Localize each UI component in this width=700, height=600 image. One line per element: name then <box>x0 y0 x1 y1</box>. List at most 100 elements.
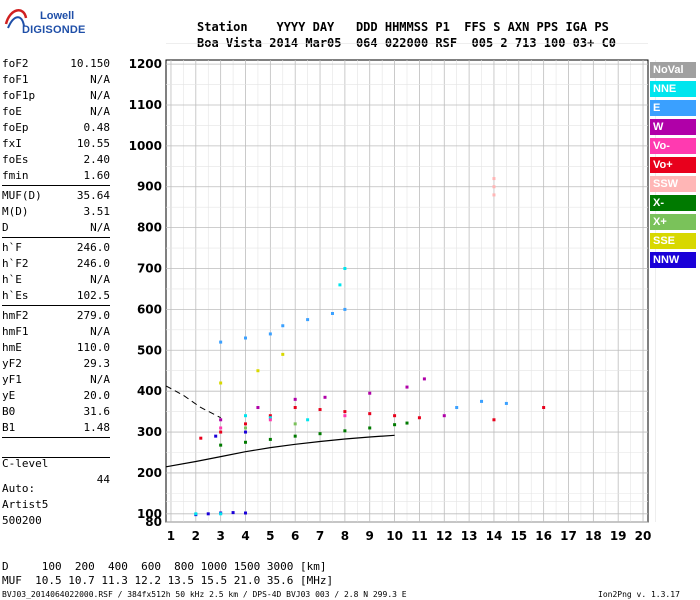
legend: NoVal NNE E W Vo- Vo+ SSW X- X+ SSE NNW <box>650 62 696 271</box>
param-name: foF2 <box>2 57 29 70</box>
point-e <box>306 318 310 322</box>
point-nne <box>268 416 272 420</box>
profile-curve <box>165 434 395 468</box>
param-value: 110.0 <box>76 341 110 354</box>
param-group-1: foF2 10.150 foF1 N/A foF1p N/A foE N/A foEp 0.48 f… <box>2 56 112 184</box>
param-name: foE <box>2 105 22 118</box>
footer-muf: MUF 10.5 10.7 11.3 12.2 13.5 15.5 21.0 3… <box>2 574 334 587</box>
param-name: D <box>2 221 9 234</box>
param-row: hmF1 N/A <box>2 324 112 340</box>
x-tick-labels: 1 2 3 4 5 6 7 8 9 10 11 12 13 14 15 16 17 18 19 20 <box>167 529 652 543</box>
x-tick-label: 20 <box>635 529 652 543</box>
legend-item-noval: NoVal <box>650 62 696 78</box>
param-row: foEs 2.40 <box>2 152 112 168</box>
divider <box>2 457 110 458</box>
logo-lowell-text: Lowell <box>40 10 75 22</box>
point-e <box>219 340 223 344</box>
point-sse <box>219 381 223 385</box>
param-row: foF1p N/A <box>2 88 112 104</box>
param-name: h`F <box>2 241 22 254</box>
point-nnw <box>194 513 198 517</box>
param-value: N/A <box>90 89 110 102</box>
y-tick-label: 900 <box>137 180 162 194</box>
point-vo- <box>492 418 496 422</box>
y-tick-label: 100 <box>137 507 162 521</box>
auto-artist: Artist5 <box>2 498 49 511</box>
param-name: h`Es <box>2 289 29 302</box>
legend-item-x-: X+ <box>650 214 696 230</box>
param-value: 44 <box>96 473 110 486</box>
param-row: B1 1.48 <box>2 420 112 436</box>
param-value: 1.60 <box>83 169 111 182</box>
param-row: fmin 1.60 <box>2 168 112 184</box>
point-vo- <box>293 406 297 410</box>
point-e <box>455 406 459 410</box>
param-name: yF1 <box>2 373 22 386</box>
profile-curve-dashed <box>165 385 221 419</box>
param-value: N/A <box>90 105 110 118</box>
x-tick-label: 18 <box>585 529 602 543</box>
point-vo- <box>393 414 397 418</box>
x-tick-label: 13 <box>461 529 478 543</box>
y-tick-label: 1000 <box>129 139 162 153</box>
param-value: 279.0 <box>76 309 110 322</box>
x-tick-label: 17 <box>560 529 577 543</box>
point-nnw <box>206 512 210 516</box>
x-tick-label: 9 <box>366 529 374 543</box>
point-x- <box>343 429 347 433</box>
point-nne <box>306 418 310 422</box>
param-row: B0 31.6 <box>2 404 112 420</box>
param-value: N/A <box>90 73 110 86</box>
param-row: h`F 246.0 <box>2 240 112 256</box>
x-tick-label: 15 <box>510 529 527 543</box>
point-x- <box>368 426 372 430</box>
param-name: h`E <box>2 273 22 286</box>
y-tick-label: 80 <box>145 515 162 529</box>
x-tick-label: 16 <box>535 529 552 543</box>
point-x- <box>293 422 297 426</box>
profile-curves <box>165 385 395 468</box>
y-tick-label: 1100 <box>129 98 162 112</box>
point-vo- <box>343 414 347 418</box>
x-tick-label: 14 <box>486 529 503 543</box>
divider <box>2 185 110 186</box>
x-tick-label: 8 <box>341 529 349 543</box>
logo-digisonde-text: DIGISONDE <box>22 24 86 36</box>
legend-item-sse: SSE <box>650 233 696 249</box>
x-tick-label: 11 <box>411 529 428 543</box>
x-tick-label: 7 <box>316 529 324 543</box>
param-name: fmin <box>2 169 29 182</box>
param-row: foF1 N/A <box>2 72 112 88</box>
point-nne <box>219 512 223 516</box>
param-row: D N/A <box>2 220 112 236</box>
param-row: h`F2 246.0 <box>2 256 112 272</box>
point-e <box>281 324 285 328</box>
grid <box>166 43 656 523</box>
param-name: B0 <box>2 405 16 418</box>
auto-label: Auto: <box>2 482 36 495</box>
point-nnw <box>214 434 218 438</box>
param-row-clevel: C-level 44 <box>2 440 112 486</box>
point-x- <box>244 426 248 430</box>
param-value: 29.3 <box>83 357 111 370</box>
y-tick-label: 500 <box>137 343 162 357</box>
point-nne <box>343 267 347 271</box>
legend-item-nne: NNE <box>650 81 696 97</box>
point-sse <box>256 369 260 373</box>
point-x- <box>318 432 322 436</box>
param-row: M(D) 3.51 <box>2 204 112 220</box>
x-tick-label: 1 <box>167 529 175 543</box>
param-name: foF1p <box>2 89 36 102</box>
param-name: MUF(D) <box>2 189 42 202</box>
param-name: B1 <box>2 421 16 434</box>
param-row: h`Es 102.5 <box>2 288 112 304</box>
y-tick-label: 700 <box>137 262 162 276</box>
param-group-2: MUF(D) 35.64 M(D) 3.51 D N/A <box>2 188 112 236</box>
point-x- <box>244 440 248 444</box>
param-value: 246.0 <box>76 257 110 270</box>
legend-item-nnw: NNW <box>650 252 696 268</box>
point-nnw <box>244 430 248 434</box>
param-value: 1.48 <box>83 421 111 434</box>
point-e <box>330 311 334 315</box>
